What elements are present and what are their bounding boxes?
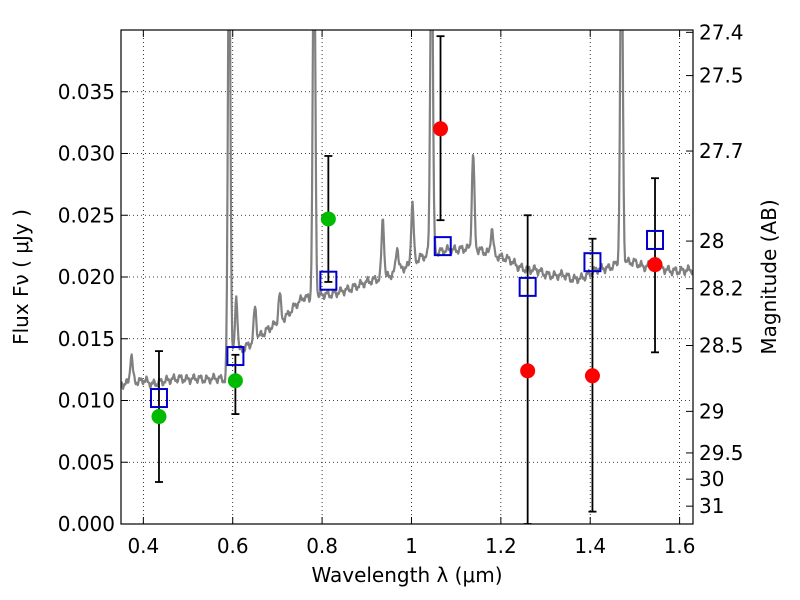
- right-tick-label: 28: [699, 229, 724, 253]
- right-tick-label: 29.5: [699, 441, 744, 465]
- model-square: [226, 346, 245, 367]
- ticks: [121, 30, 693, 525]
- observed-circle: [320, 211, 336, 227]
- x-tick-label: 1: [405, 534, 418, 558]
- y-tick-label: 0.000: [58, 512, 115, 536]
- x-axis-label: Wavelength λ (μm): [311, 563, 502, 587]
- observed-circle: [584, 368, 600, 384]
- right-axis-label: Magnitude (AB): [757, 199, 781, 354]
- y-tick-label: 0.030: [58, 142, 115, 166]
- right-tick-label: 30: [699, 467, 724, 491]
- y-tick-label: 0.005: [58, 450, 115, 474]
- model-square: [433, 236, 452, 257]
- right-tick-label: 31: [699, 494, 724, 518]
- y-axis-label: Flux Fν ( μJy ): [9, 209, 33, 345]
- right-tick-label: 29: [699, 399, 724, 423]
- model-square: [583, 252, 602, 273]
- tick-labels: 0.4 0.6 0.8 1 1.2 1.4 1.6 0.000 0.005 0.010 0.015 0…: [58, 20, 744, 558]
- right-tick-label: 28.5: [699, 333, 744, 357]
- y-tick-label: 0.025: [58, 203, 115, 227]
- right-tick-label: 27.7: [699, 139, 744, 163]
- observed-circle: [151, 409, 167, 425]
- model-square: [319, 270, 338, 291]
- model-square: [646, 229, 665, 250]
- model-square: [518, 276, 537, 297]
- observed-circle: [433, 121, 449, 137]
- right-tick-label: 27.4: [699, 20, 744, 44]
- model-square: [149, 388, 168, 409]
- observed-circle: [227, 373, 243, 389]
- x-tick-label: 1.2: [485, 534, 517, 558]
- spectrum-line: [121, 30, 693, 391]
- x-tick-label: 0.4: [127, 534, 159, 558]
- plot-area: [121, 30, 693, 524]
- points-layer: [149, 121, 665, 425]
- y-tick-label: 0.035: [58, 80, 115, 104]
- spectrum-layer: [121, 30, 693, 391]
- observed-circle: [647, 257, 663, 273]
- observed-circle: [520, 363, 536, 379]
- y-tick-label: 0.020: [58, 265, 115, 289]
- right-tick-label: 27.5: [699, 64, 744, 88]
- y-tick-label: 0.015: [58, 327, 115, 351]
- x-tick-label: 1.6: [664, 534, 696, 558]
- x-tick-label: 1.4: [574, 534, 606, 558]
- x-tick-label: 0.6: [217, 534, 249, 558]
- y-tick-label: 0.010: [58, 389, 115, 413]
- x-tick-label: 0.8: [306, 534, 338, 558]
- right-tick-label: 28.2: [699, 277, 744, 301]
